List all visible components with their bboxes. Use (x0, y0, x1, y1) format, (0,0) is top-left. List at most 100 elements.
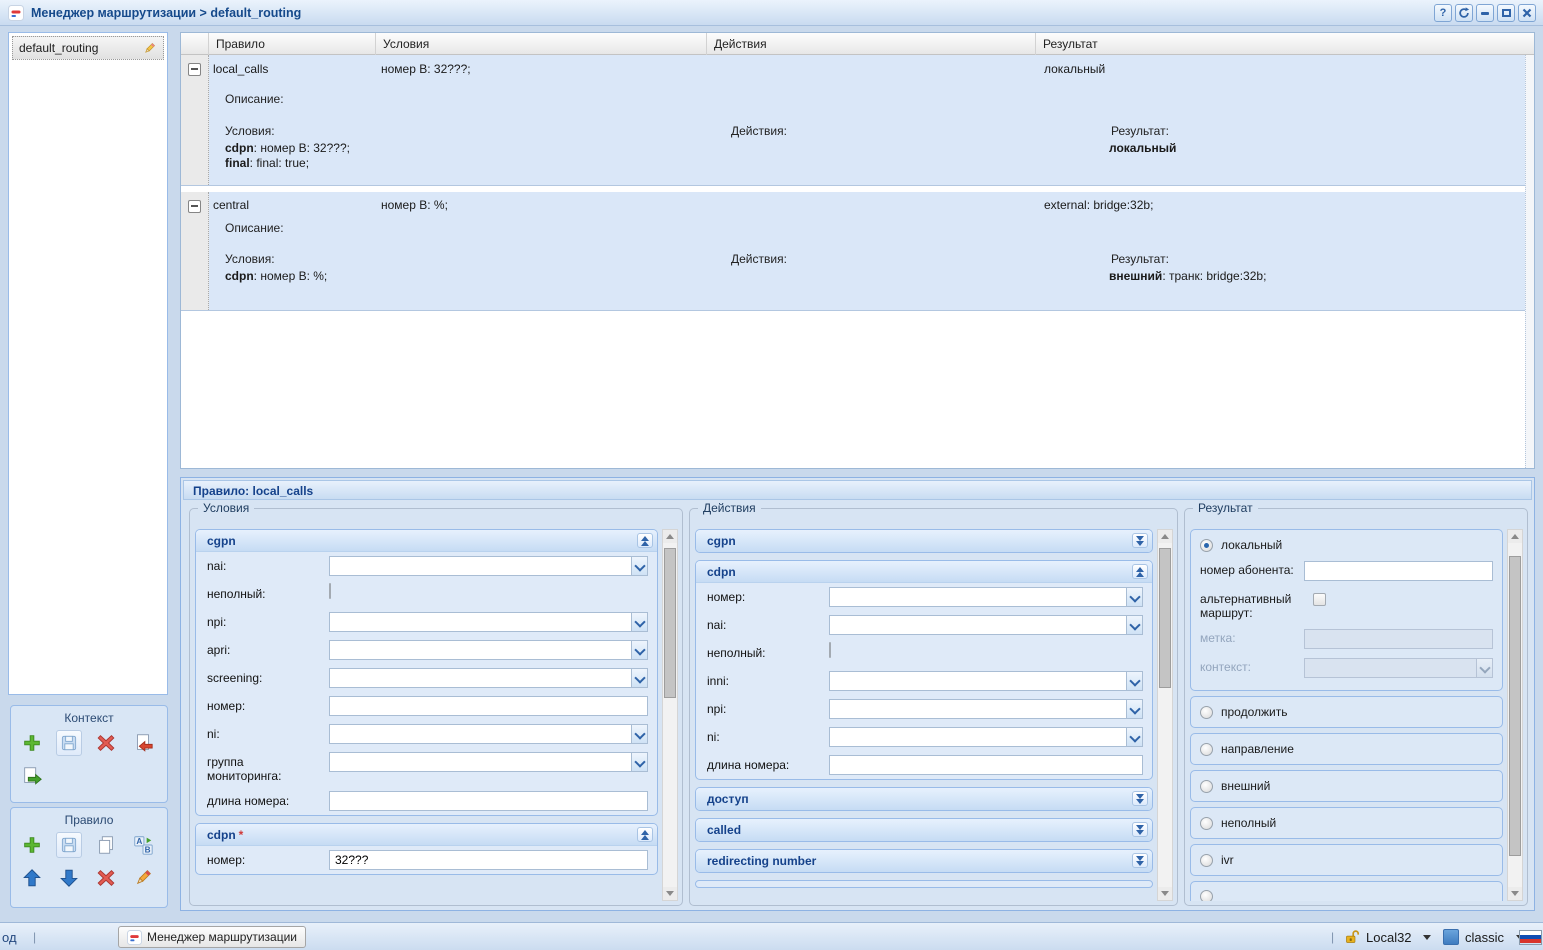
grid-header-conditions[interactable]: Условия (376, 33, 707, 55)
number-length-input[interactable] (329, 791, 648, 811)
screening-combo[interactable] (329, 668, 648, 688)
context-input[interactable] (1304, 658, 1493, 678)
grid-header-actions[interactable]: Действия (707, 33, 1036, 55)
conditions-scrollbar[interactable] (662, 529, 678, 901)
number-combo[interactable] (829, 587, 1143, 607)
result-option-partial[interactable] (1190, 881, 1503, 901)
collapse-section-icon[interactable] (1132, 564, 1148, 579)
alt-route-checkbox[interactable] (1313, 593, 1326, 606)
minimize-button[interactable] (1476, 4, 1494, 22)
nai-input[interactable] (329, 556, 648, 576)
ni-input[interactable] (829, 727, 1143, 747)
chevron-down-icon[interactable] (1126, 671, 1143, 691)
ni-combo[interactable] (829, 727, 1143, 747)
ni-input[interactable] (329, 724, 648, 744)
scroll-up-icon[interactable] (1158, 530, 1172, 543)
language-selector[interactable] (1519, 923, 1542, 950)
inni-combo[interactable] (829, 671, 1143, 691)
add-context-button[interactable] (19, 730, 45, 756)
incomplete-checkbox[interactable] (329, 583, 331, 599)
result-option-local[interactable]: локальный номер абонента: альтернативный… (1190, 529, 1503, 691)
number-length-input[interactable] (829, 755, 1143, 775)
export-context-button[interactable] (19, 763, 45, 789)
collapse-row-icon[interactable] (188, 63, 201, 76)
chevron-down-icon[interactable] (631, 752, 648, 772)
scrollbar-thumb[interactable] (1159, 548, 1171, 688)
radio-icon[interactable] (1200, 853, 1213, 867)
scroll-down-icon[interactable] (1158, 887, 1172, 900)
scroll-up-icon[interactable] (1508, 530, 1522, 543)
help-button[interactable]: ? (1434, 4, 1452, 22)
chevron-down-icon[interactable] (1126, 587, 1143, 607)
collapse-section-icon[interactable] (637, 827, 653, 842)
chevron-down-icon[interactable] (631, 668, 648, 688)
save-context-button[interactable] (56, 730, 82, 756)
radio-icon[interactable] (1200, 890, 1213, 901)
nai-input[interactable] (829, 615, 1143, 635)
incomplete-checkbox[interactable] (829, 642, 831, 658)
move-rule-up-button[interactable] (19, 865, 45, 891)
import-context-button[interactable] (130, 730, 156, 756)
close-button[interactable] (1518, 4, 1536, 22)
npi-combo[interactable] (329, 612, 648, 632)
expand-section-icon[interactable] (1132, 853, 1148, 868)
result-scrollbar[interactable] (1507, 529, 1523, 901)
theme-selector[interactable]: classic (1443, 923, 1525, 950)
maximize-button[interactable] (1497, 4, 1515, 22)
expand-section-icon[interactable] (1132, 822, 1148, 837)
chevron-down-icon[interactable] (1476, 658, 1493, 678)
grid-header-rule[interactable]: Правило (209, 33, 376, 55)
scroll-down-icon[interactable] (663, 887, 677, 900)
collapse-section-icon[interactable] (637, 533, 653, 548)
result-option-direction[interactable]: направление (1190, 733, 1503, 765)
chevron-down-icon[interactable] (631, 640, 648, 660)
grid-scrollbar-track[interactable] (1525, 55, 1534, 468)
screening-input[interactable] (329, 668, 648, 688)
chevron-down-icon[interactable] (1126, 727, 1143, 747)
radio-icon[interactable] (1200, 742, 1213, 756)
chevron-down-icon[interactable] (1126, 615, 1143, 635)
monitoring-group-input[interactable] (329, 752, 648, 772)
radio-icon[interactable] (1200, 816, 1213, 830)
chevron-down-icon[interactable] (631, 724, 648, 744)
actions-scrollbar[interactable] (1157, 529, 1173, 901)
inni-input[interactable] (829, 671, 1143, 691)
refresh-button[interactable] (1455, 4, 1473, 22)
move-rule-down-button[interactable] (56, 865, 82, 891)
number-input[interactable] (829, 587, 1143, 607)
scroll-up-icon[interactable] (663, 530, 677, 543)
apri-input[interactable] (329, 640, 648, 660)
result-option-ivr[interactable]: ivr (1190, 844, 1503, 876)
scrollbar-thumb[interactable] (1509, 556, 1521, 856)
expand-section-icon[interactable] (1132, 533, 1148, 548)
radio-selected-icon[interactable] (1200, 538, 1213, 552)
chevron-down-icon[interactable] (631, 612, 648, 632)
radio-icon[interactable] (1200, 705, 1213, 719)
expand-section-icon[interactable] (1132, 791, 1148, 806)
grid-header-result[interactable]: Результат (1043, 37, 1098, 51)
save-rule-button[interactable] (56, 832, 82, 858)
subscriber-number-input[interactable] (1304, 561, 1493, 581)
context-combo[interactable] (1304, 658, 1493, 678)
radio-icon[interactable] (1200, 779, 1213, 793)
session-selector[interactable]: Local32 (1344, 923, 1431, 950)
chevron-down-icon[interactable] (1126, 699, 1143, 719)
cdpn-number-input[interactable] (329, 850, 648, 870)
npi-input[interactable] (829, 699, 1143, 719)
rename-rule-button[interactable]: A B (130, 832, 156, 858)
monitoring-group-combo[interactable] (329, 752, 648, 772)
chevron-down-icon[interactable] (631, 556, 648, 576)
apri-combo[interactable] (329, 640, 648, 660)
npi-input[interactable] (329, 612, 648, 632)
collapse-row-icon[interactable] (188, 200, 201, 213)
delete-rule-button[interactable] (93, 865, 119, 891)
delete-context-button[interactable] (93, 730, 119, 756)
edit-rule-button[interactable] (130, 865, 156, 891)
nai-combo[interactable] (329, 556, 648, 576)
number-input[interactable] (329, 696, 648, 716)
result-option-continue[interactable]: продолжить (1190, 696, 1503, 728)
rule-row-local-calls[interactable]: local_calls номер B: 32???; локальный Оп… (181, 55, 1525, 186)
scroll-down-icon[interactable] (1508, 887, 1522, 900)
scrollbar-thumb[interactable] (664, 548, 676, 698)
label-input[interactable] (1304, 629, 1493, 649)
